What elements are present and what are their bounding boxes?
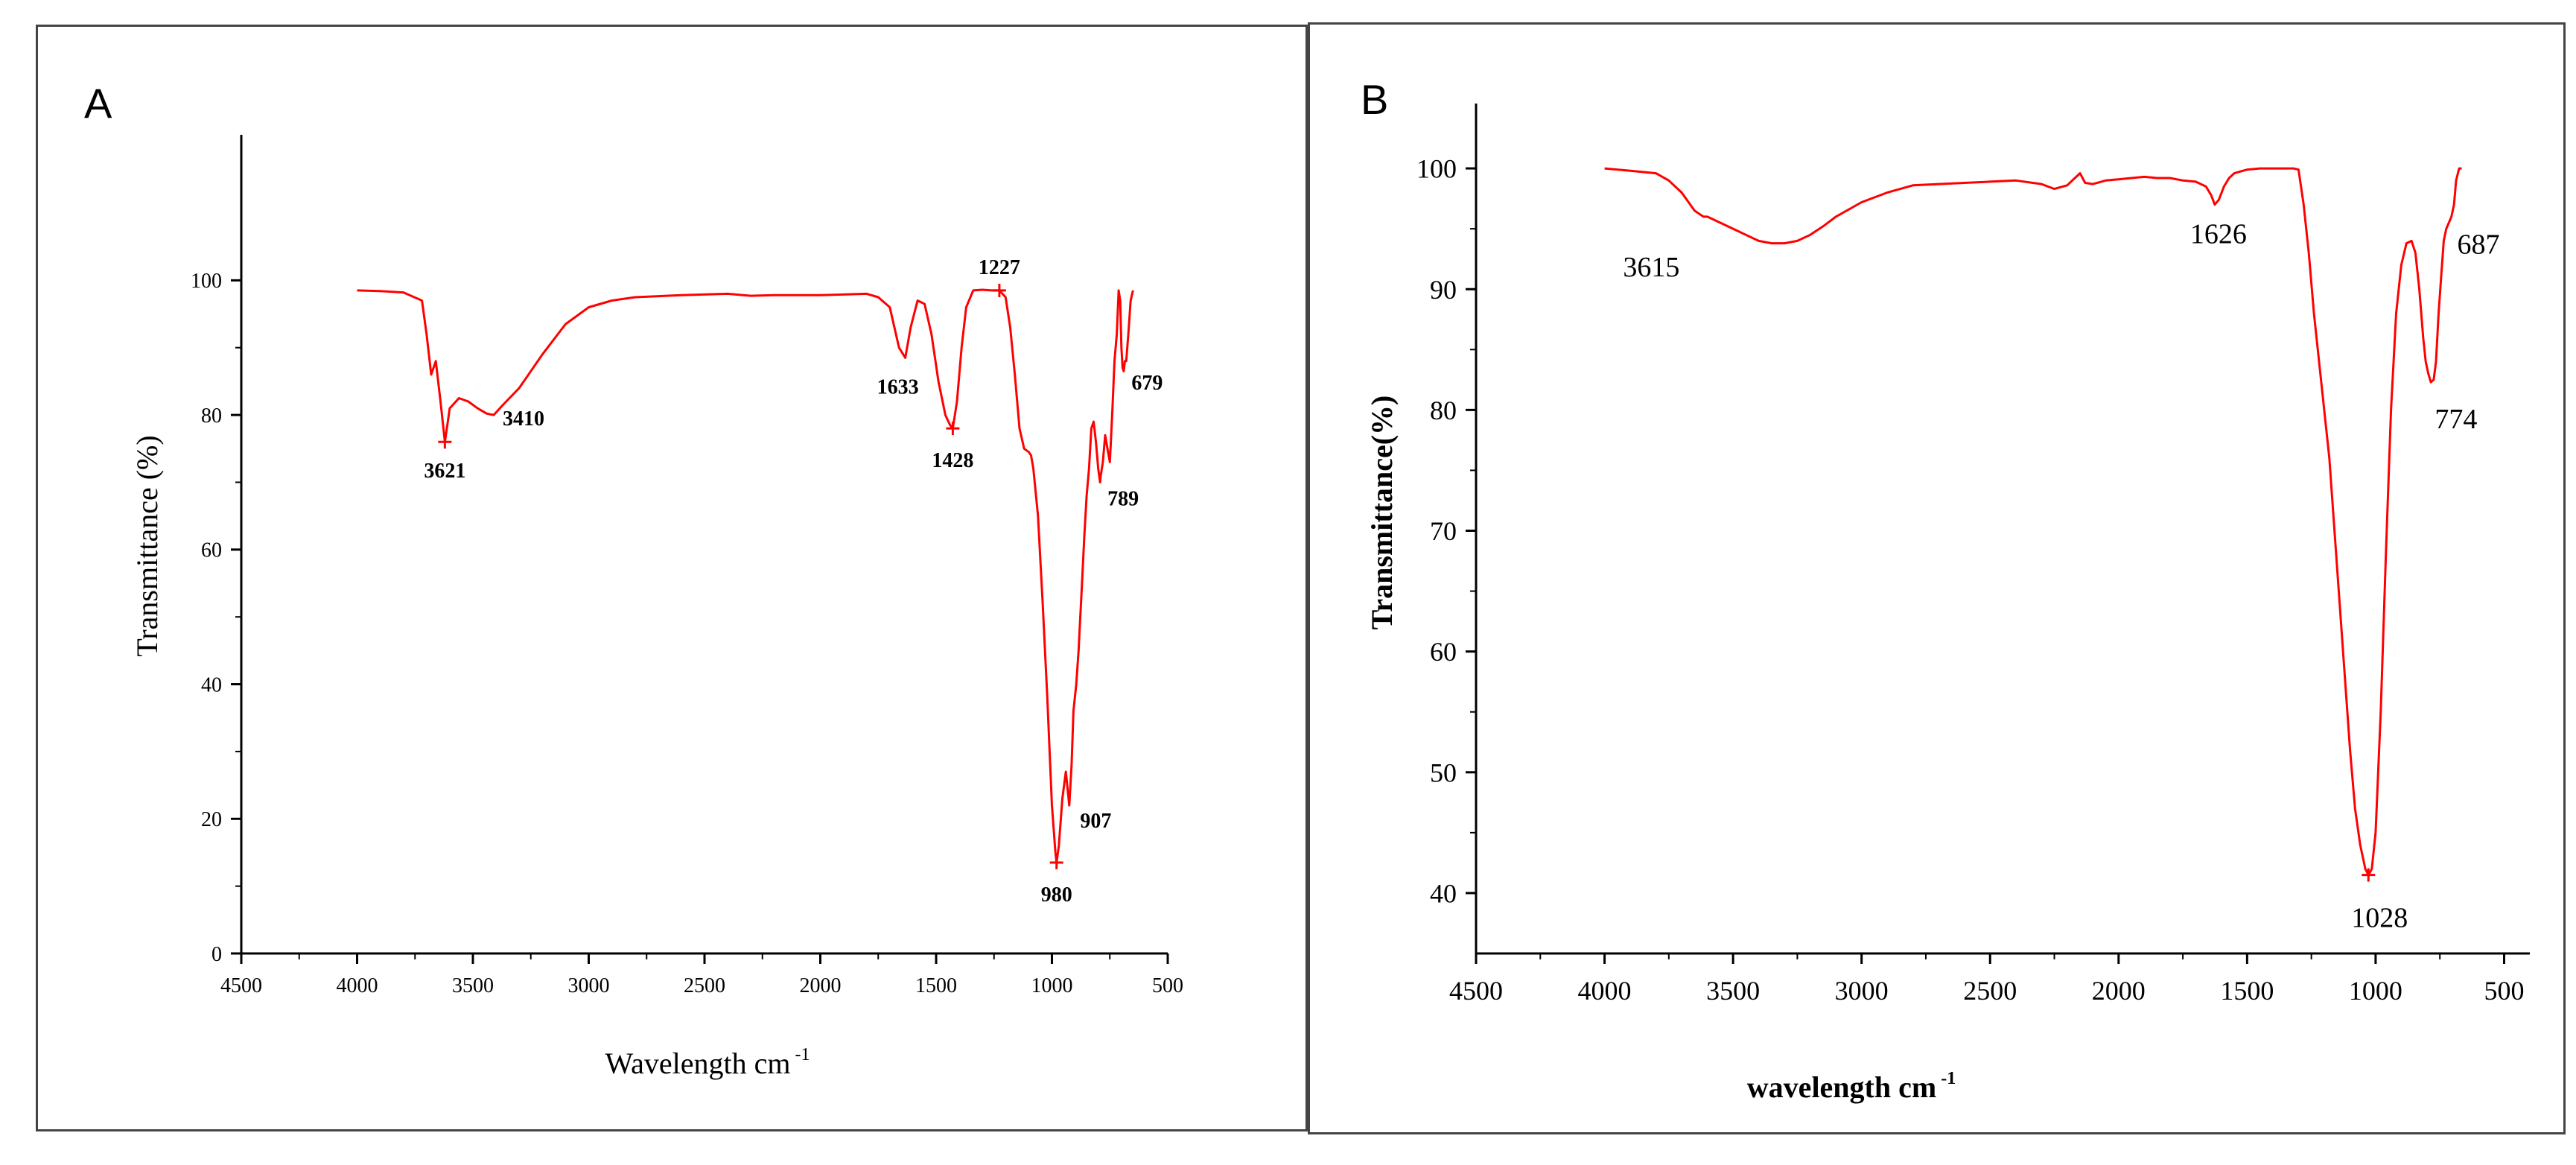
peak-label: 3615 <box>1623 252 1679 283</box>
peak-label: 1227 <box>979 256 1020 279</box>
x-tick-label: 4500 <box>220 974 262 997</box>
spectrum-line <box>357 288 1134 864</box>
panel-b-letter: B <box>1361 76 1388 123</box>
y-tick-label: 40 <box>1430 879 1457 909</box>
x-tick-label: 3000 <box>1835 976 1889 1006</box>
peak-label: 1633 <box>877 375 919 399</box>
y-tick-label: 100 <box>191 270 222 293</box>
peak-label: 1626 <box>2190 219 2247 250</box>
y-tick-label: 100 <box>1416 154 1457 184</box>
x-axis-title: wavelength cm -1 <box>1747 1069 1956 1104</box>
x-axis-title-superscript: -1 <box>1941 1069 1956 1088</box>
y-tick-label: 90 <box>1430 275 1457 305</box>
x-tick-label: 4500 <box>1449 976 1503 1006</box>
y-axis-title: Transmittance (%) <box>130 435 164 656</box>
peak-label: 679 <box>1131 372 1163 395</box>
x-tick-label: 1500 <box>915 974 957 997</box>
panel-a-letter: A <box>84 80 112 127</box>
x-tick-label: 2000 <box>2092 976 2146 1006</box>
x-tick-label: 4000 <box>1578 976 1632 1006</box>
x-axis-title: Wavelength cm -1 <box>605 1045 810 1080</box>
x-tick-label: 3500 <box>452 974 494 997</box>
y-tick-label: 40 <box>201 673 222 696</box>
peak-label: 1028 <box>2351 903 2408 934</box>
peak-label: 1428 <box>932 449 973 472</box>
x-axis-title-text: wavelength cm <box>1747 1070 1936 1104</box>
peak-label: 980 <box>1041 883 1072 907</box>
peak-label: 3410 <box>503 407 544 431</box>
x-axis-title-text: Wavelength cm <box>605 1047 791 1080</box>
peak-label: 907 <box>1080 810 1111 833</box>
peak-label: 3621 <box>424 460 465 483</box>
y-tick-label: 80 <box>201 404 222 428</box>
y-tick-label: 60 <box>201 539 222 562</box>
x-tick-label: 2500 <box>684 974 725 997</box>
y-tick-label: 50 <box>1430 758 1457 787</box>
panel-b-frame: B 4500 4000 3500 3000 2500 2000 1500 1000 500 40 5… <box>1308 22 2566 1134</box>
x-tick-label: 3000 <box>568 974 610 997</box>
x-tick-label: 4000 <box>337 974 378 997</box>
x-tick-label: 500 <box>1152 974 1183 997</box>
x-tick-label: 3500 <box>1706 976 1760 1006</box>
x-tick-label: 1000 <box>1031 974 1073 997</box>
y-tick-label: 60 <box>1430 637 1457 667</box>
chart-a-svg: A 4500 4000 3500 3000 2500 2000 1500 1000 500 0 20… <box>84 80 1183 1080</box>
y-tick-label: 0 <box>212 943 222 966</box>
y-tick-label: 80 <box>1430 396 1457 425</box>
y-axis-title: Transmittance(%) <box>1365 396 1399 630</box>
x-tick-label: 500 <box>2484 976 2524 1006</box>
peak-label: 687 <box>2457 229 2499 260</box>
spectrum-line <box>1604 167 2462 877</box>
peak-label: 789 <box>1107 487 1139 510</box>
chart-b-svg: B 4500 4000 3500 3000 2500 2000 1500 1000 500 40 5… <box>1361 76 2530 1104</box>
x-axis-title-superscript: -1 <box>795 1045 810 1064</box>
peak-label: 774 <box>2435 404 2477 435</box>
x-tick-label: 1500 <box>2220 976 2274 1006</box>
x-tick-label: 2500 <box>1963 976 2017 1006</box>
x-tick-label: 1000 <box>2349 976 2402 1006</box>
panel-a-frame: A 4500 4000 3500 3000 2500 2000 1500 1000 500 0 20… <box>36 25 1308 1131</box>
y-tick-label: 70 <box>1430 516 1457 546</box>
x-tick-label: 2000 <box>800 974 842 997</box>
y-tick-label: 20 <box>201 808 222 831</box>
